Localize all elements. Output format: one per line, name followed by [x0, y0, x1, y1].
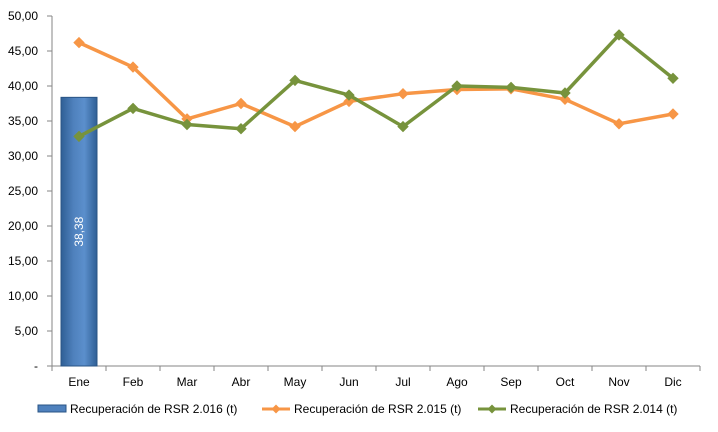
data-point-marker — [289, 120, 301, 133]
bar-data-label: 38,38 — [72, 216, 86, 246]
data-point-marker — [667, 108, 679, 120]
data-point-marker — [235, 122, 247, 135]
data-point-marker — [73, 130, 85, 143]
y-tick-label: 15,00 — [8, 254, 38, 268]
data-point-marker — [127, 102, 139, 115]
legend-key-marker — [487, 404, 497, 414]
y-tick-label: 45,00 — [8, 44, 38, 58]
legend-key-marker — [271, 404, 281, 414]
series-line-2 — [77, 33, 675, 139]
y-tick-label: 20,00 — [8, 219, 38, 233]
data-point-marker — [343, 89, 355, 101]
data-point-marker — [289, 74, 301, 87]
data-point-marker — [559, 87, 571, 99]
legend: Recuperación de RSR 2.016 (t) Recuperació… — [37, 402, 677, 416]
data-point-marker — [397, 87, 409, 100]
x-tick-label: Jun — [339, 375, 358, 389]
data-point-marker — [73, 36, 85, 49]
data-point-marker — [451, 80, 463, 92]
data-point-marker — [559, 93, 571, 106]
data-point-marker — [343, 95, 355, 108]
y-tick-label: 5,00 — [15, 324, 39, 338]
series-line-1 — [77, 40, 675, 129]
data-point-marker — [613, 118, 625, 130]
data-point-marker — [181, 118, 193, 131]
lines — [73, 29, 679, 143]
legend-key-bar — [37, 404, 67, 413]
bar-Ene — [60, 96, 98, 367]
x-tick-label: Mar — [177, 375, 198, 389]
y-tick-label: 10,00 — [8, 289, 38, 303]
y-tick-label: 25,00 — [8, 184, 38, 198]
data-point-marker — [127, 61, 139, 73]
y-tick-label: 35,00 — [8, 114, 38, 128]
data-point-marker — [397, 120, 409, 133]
legend-label: Recuperación de RSR 2.014 (t) — [510, 402, 677, 416]
x-tick-label: May — [284, 375, 307, 389]
x-tick-label: Sep — [500, 375, 522, 389]
x-tick-label: Dic — [664, 375, 681, 389]
x-tick-label: Ene — [68, 375, 90, 389]
data-point-marker — [505, 81, 517, 94]
x-tick-label: Oct — [556, 375, 575, 389]
tick-labels: - 5,00 10,00 15,00 20,00 25,00 30,00 35,00 40,00… — [8, 9, 682, 389]
x-tick-label: Feb — [123, 375, 144, 389]
data-point-marker — [613, 29, 625, 41]
y-tick-label: - — [34, 359, 38, 373]
axes — [47, 15, 701, 371]
y-tick-label: 30,00 — [8, 149, 38, 163]
bars: 38,38 — [60, 96, 98, 367]
x-tick-label: Jul — [395, 375, 410, 389]
x-tick-label: Nov — [608, 375, 629, 389]
y-tick-label: 40,00 — [8, 79, 38, 93]
legend-label: Recuperación de RSR 2.016 (t) — [70, 402, 237, 416]
x-tick-label: Ago — [446, 375, 468, 389]
data-point-marker — [235, 97, 247, 110]
data-point-marker — [667, 72, 679, 85]
legend-label: Recuperación de RSR 2.015 (t) — [294, 402, 461, 416]
y-tick-label: 50,00 — [8, 9, 38, 23]
x-tick-label: Abr — [232, 375, 251, 389]
